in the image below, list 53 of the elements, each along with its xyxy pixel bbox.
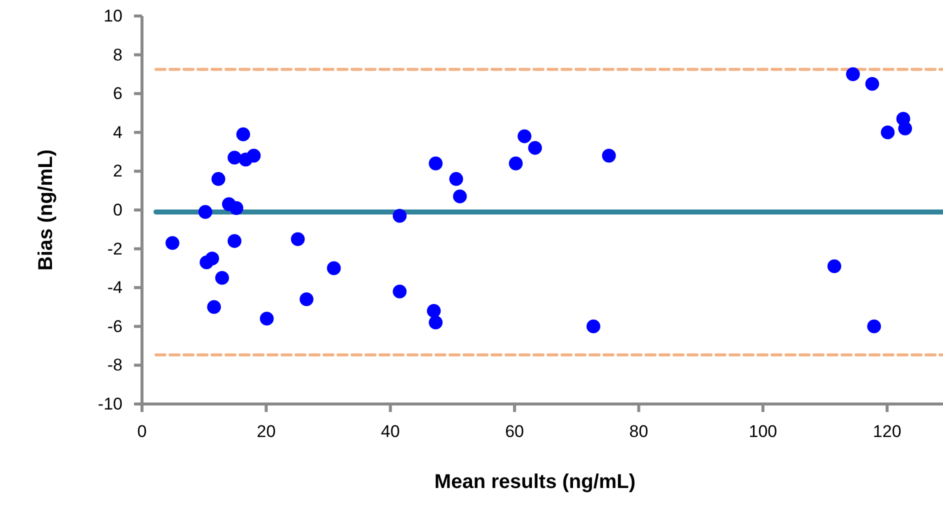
point bbox=[528, 141, 542, 155]
point bbox=[246, 148, 261, 163]
point bbox=[290, 232, 305, 246]
point bbox=[586, 320, 600, 334]
point bbox=[211, 172, 226, 186]
point bbox=[453, 190, 467, 204]
y-tick-label: 0 bbox=[113, 200, 122, 220]
point bbox=[260, 312, 274, 326]
point bbox=[229, 201, 244, 215]
point bbox=[236, 127, 250, 142]
point bbox=[228, 234, 242, 248]
x-tick-label: 0 bbox=[137, 422, 147, 442]
y-tick-label: 6 bbox=[113, 84, 122, 104]
x-axis-title: Mean results (ng/mL) bbox=[434, 471, 636, 493]
point bbox=[215, 271, 230, 285]
y-tick-label: -6 bbox=[107, 316, 122, 336]
y-tick-label: 4 bbox=[113, 122, 122, 142]
point bbox=[205, 252, 220, 266]
point bbox=[518, 129, 532, 144]
point bbox=[449, 172, 464, 186]
point bbox=[326, 261, 341, 276]
y-tick-label: -2 bbox=[107, 239, 122, 258]
point bbox=[428, 156, 443, 170]
y-tick-label: -4 bbox=[107, 278, 122, 298]
point bbox=[602, 148, 616, 163]
y-tick-label: -10 bbox=[98, 394, 122, 414]
point bbox=[392, 284, 407, 298]
point bbox=[392, 208, 407, 223]
point bbox=[898, 122, 912, 136]
point bbox=[426, 304, 441, 318]
x-tick-label: 80 bbox=[629, 422, 648, 442]
x-tick-label: 100 bbox=[748, 422, 778, 442]
point bbox=[867, 320, 881, 334]
point bbox=[827, 259, 842, 274]
point bbox=[865, 77, 880, 91]
point bbox=[880, 126, 895, 140]
point bbox=[300, 292, 314, 306]
point bbox=[846, 67, 860, 82]
y-tick-label: 8 bbox=[113, 45, 122, 64]
point bbox=[207, 300, 221, 314]
point bbox=[198, 205, 212, 219]
y-tick-label: -8 bbox=[107, 356, 122, 375]
point bbox=[508, 156, 523, 170]
x-tick-label: 60 bbox=[505, 422, 524, 442]
x-tick-label: 20 bbox=[256, 422, 276, 442]
y-tick-label: 10 bbox=[104, 6, 122, 26]
y-tick-label: 2 bbox=[113, 162, 122, 181]
point bbox=[428, 316, 443, 330]
point bbox=[166, 236, 180, 250]
x-tick-label: 120 bbox=[872, 422, 902, 442]
point bbox=[228, 150, 242, 165]
x-tick-label: 40 bbox=[380, 422, 400, 442]
y-axis-title: Bias (ng/mL) bbox=[35, 149, 57, 271]
